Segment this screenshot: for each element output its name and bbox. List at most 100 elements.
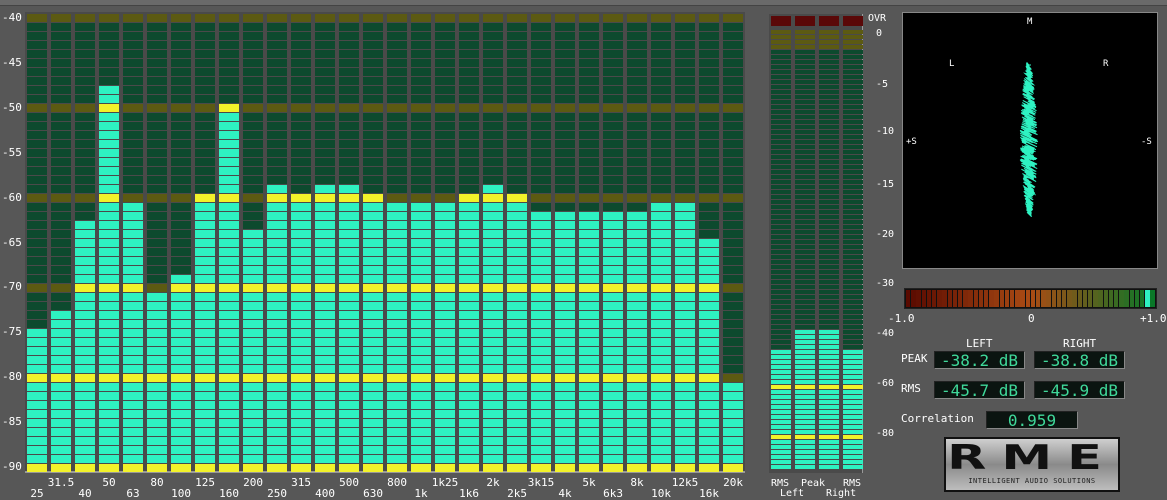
band-segment — [171, 446, 191, 454]
channel-label-left: Left — [780, 488, 805, 499]
band-segment — [339, 455, 359, 463]
meter-scale-label: OVR — [868, 13, 887, 24]
level-segment — [843, 110, 863, 114]
band-segment — [219, 59, 239, 67]
level-segment — [843, 215, 863, 219]
band-label-3k15: 3k15 — [527, 476, 555, 489]
level-segment — [819, 395, 839, 399]
level-segment — [819, 440, 839, 444]
band-segment — [339, 374, 359, 382]
band-segment — [339, 329, 359, 337]
band-segment — [51, 329, 71, 337]
band-segment — [411, 437, 431, 445]
band-segment — [699, 455, 719, 463]
band-segment — [579, 338, 599, 346]
level-segment — [771, 450, 791, 454]
band-segment — [651, 356, 671, 364]
band-segment — [675, 356, 695, 364]
band-segment — [411, 374, 431, 382]
level-segment — [795, 405, 815, 409]
band-segment — [579, 284, 599, 292]
band-segment — [507, 347, 527, 355]
level-segment — [795, 145, 815, 149]
band-segment — [699, 311, 719, 319]
band-segment — [459, 266, 479, 274]
band-segment — [267, 221, 287, 229]
band-segment — [603, 176, 623, 184]
level-segment — [843, 335, 863, 339]
corr-segment — [932, 290, 937, 307]
level-segment — [843, 105, 863, 109]
band-segment — [483, 77, 503, 85]
level-segment — [819, 225, 839, 229]
band-segment — [171, 230, 191, 238]
corr-segment — [952, 290, 958, 307]
band-segment — [171, 131, 191, 139]
band-segment — [267, 50, 287, 58]
band-segment — [627, 77, 647, 85]
left-header: LEFT — [966, 337, 993, 350]
band-segment — [147, 212, 167, 220]
band-segment — [291, 167, 311, 175]
level-segment — [795, 100, 815, 104]
band-segment — [219, 194, 239, 202]
level-segment — [771, 150, 791, 154]
band-segment — [363, 113, 383, 121]
level-segment — [843, 135, 863, 139]
band-segment — [531, 437, 551, 445]
band-segment — [603, 41, 623, 49]
band-segment — [555, 338, 575, 346]
band-segment — [99, 365, 119, 373]
band-segment — [267, 185, 287, 193]
band-segment — [291, 239, 311, 247]
band-segment — [627, 140, 647, 148]
band-segment — [171, 347, 191, 355]
band-segment — [195, 176, 215, 184]
band-segment — [699, 446, 719, 454]
band-segment — [27, 311, 47, 319]
level-segment — [795, 370, 815, 374]
band-segment — [195, 257, 215, 265]
corr-segment — [911, 290, 916, 307]
band-segment — [99, 392, 119, 400]
band-segment — [627, 122, 647, 130]
band-segment — [75, 167, 95, 175]
level-segment — [771, 185, 791, 189]
band-segment — [651, 320, 671, 328]
band-segment — [147, 419, 167, 427]
level-segment — [819, 105, 839, 109]
band-segment — [435, 266, 455, 274]
band-segment — [171, 302, 191, 310]
band-segment — [723, 338, 743, 346]
level-segment — [795, 290, 815, 294]
band-segment — [459, 365, 479, 373]
level-segment — [843, 450, 863, 454]
corr-segment — [1082, 290, 1088, 307]
band-segment — [51, 437, 71, 445]
band-label-25: 25 — [30, 487, 44, 500]
band-segment — [603, 392, 623, 400]
band-segment — [99, 437, 119, 445]
band-segment — [27, 293, 47, 301]
band-segment — [147, 140, 167, 148]
band-segment — [675, 446, 695, 454]
level-segment — [795, 315, 815, 319]
band-segment — [243, 158, 263, 166]
band-segment — [651, 266, 671, 274]
band-segment — [723, 77, 743, 85]
band-segment — [387, 230, 407, 238]
corr-segment — [1088, 290, 1093, 307]
band-segment — [627, 338, 647, 346]
band-segment — [123, 257, 143, 265]
band-segment — [123, 365, 143, 373]
band-segment — [387, 392, 407, 400]
band-segment — [483, 32, 503, 40]
band-segment — [291, 356, 311, 364]
level-segment — [771, 375, 791, 379]
band-segment — [147, 464, 167, 472]
band-segment — [99, 257, 119, 265]
band-segment — [507, 59, 527, 67]
level-segment — [843, 395, 863, 399]
band-segment — [123, 419, 143, 427]
band-segment — [219, 32, 239, 40]
